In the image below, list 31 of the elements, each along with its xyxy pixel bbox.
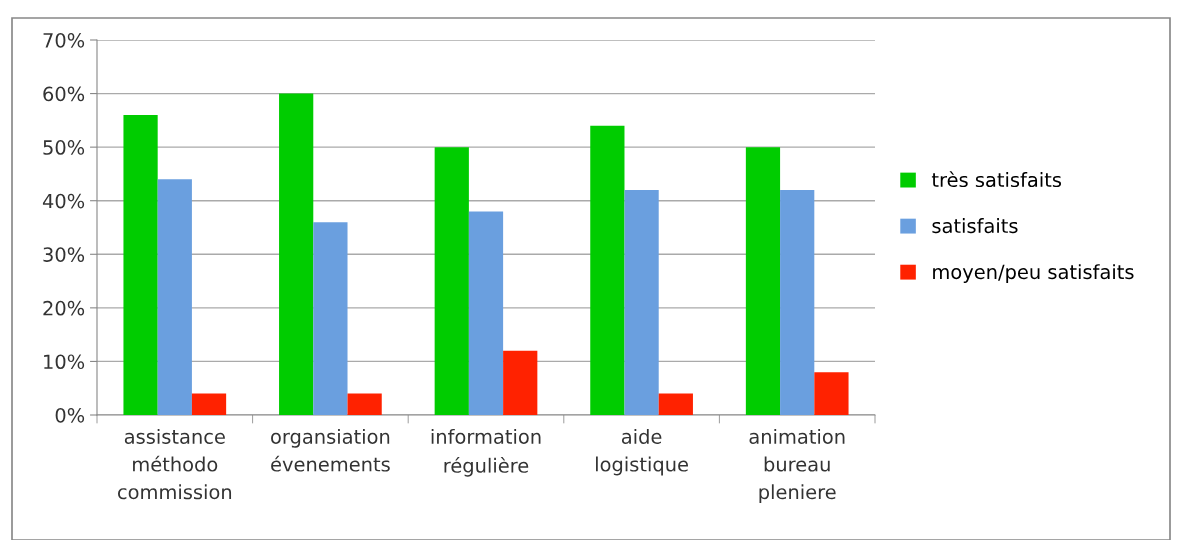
bar — [780, 190, 815, 415]
bar — [503, 350, 538, 415]
y-tick-label: 40% — [42, 193, 85, 209]
bar — [814, 372, 849, 415]
bar — [347, 393, 382, 415]
legend-label: satisfaits — [932, 218, 1018, 234]
bar — [157, 179, 192, 415]
y-tick-label: 10% — [44, 354, 85, 370]
bar — [123, 115, 158, 415]
bar — [590, 125, 625, 415]
y-tick-label: 70% — [43, 32, 85, 48]
y-tick-label: 60% — [43, 86, 85, 102]
bar — [624, 190, 659, 415]
bar — [191, 393, 227, 415]
bar — [658, 393, 693, 415]
legend-label: très satisfaits — [931, 171, 1062, 188]
legend-label: moyen/peu satisfaits — [933, 264, 1134, 283]
x-tick-label: animation bureau pleniere — [749, 428, 845, 504]
x-tick-label: organsiation évenements — [271, 428, 390, 472]
y-tick-label: 20% — [43, 300, 85, 316]
bar — [468, 211, 504, 415]
y-tick-label: 50% — [43, 140, 85, 155]
bar — [279, 93, 314, 415]
bar — [745, 147, 781, 415]
y-tick-label: 0% — [55, 407, 85, 423]
y-tick-label: 30% — [43, 247, 85, 262]
x-tick-label: information régulière — [431, 428, 541, 477]
bar — [434, 147, 469, 415]
x-tick-label: assistance méthodo commission — [118, 428, 232, 500]
x-tick-label: aide logistique — [596, 428, 688, 476]
bar — [313, 222, 348, 415]
